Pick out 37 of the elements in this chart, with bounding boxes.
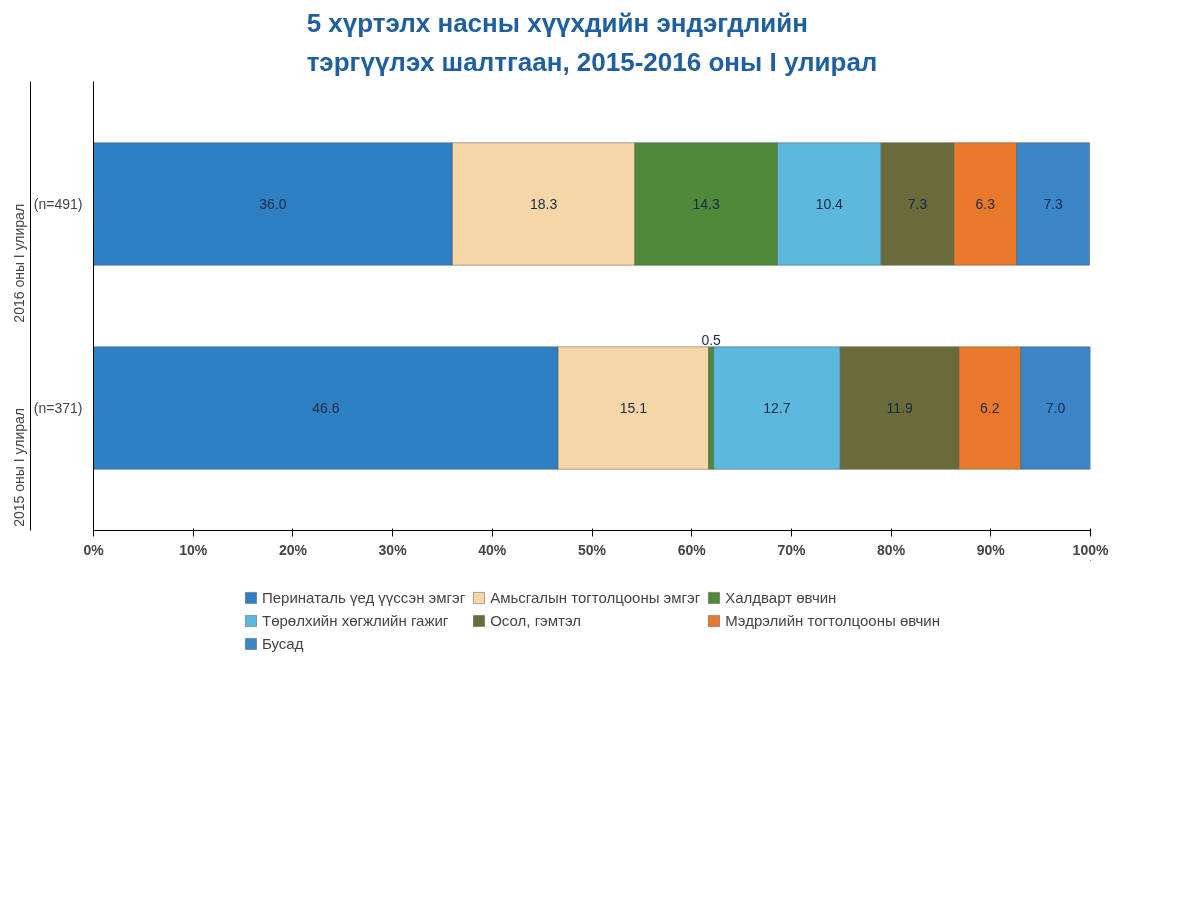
x-tick-label: 100% bbox=[1072, 541, 1109, 558]
text: (n=371) bbox=[33, 400, 83, 417]
legend-label: Төрөлхийн хөгжлийн гажиг bbox=[261, 611, 449, 629]
legend-label: Осол, гэмтэл bbox=[490, 611, 582, 629]
y-tick-label: 2015 оны I улирал bbox=[11, 408, 28, 527]
data-label: 7.3 bbox=[1043, 195, 1064, 212]
data-label: 12.7 bbox=[763, 400, 791, 417]
data-label: 36.0 bbox=[259, 195, 287, 212]
x-tick-label: 60% bbox=[677, 541, 707, 558]
data-label: 6.3 bbox=[975, 195, 996, 212]
y-tick-label: 2016 оны I улирал bbox=[11, 203, 28, 323]
x-tick-label: 20% bbox=[278, 541, 308, 558]
data-label: 18.3 bbox=[530, 195, 558, 212]
data-label: 7.0 bbox=[1045, 400, 1066, 417]
data-label: 46.6 bbox=[312, 400, 340, 417]
x-tick-label: 30% bbox=[378, 541, 408, 558]
x-tick-label: 0% bbox=[83, 541, 105, 558]
x-tick-label: 50% bbox=[577, 541, 607, 558]
data-label: 15.1 bbox=[619, 400, 648, 417]
data-label: 14.3 bbox=[692, 195, 720, 212]
legend-label: Мэдрэлийн тогтолцооны өвчин bbox=[725, 611, 941, 629]
text: (n=491) bbox=[33, 195, 83, 212]
data-label: 11.9 bbox=[886, 400, 913, 417]
legend-label: Амьсгалын тогтолцооны эмгэг bbox=[490, 588, 701, 606]
data-label: 7.3 bbox=[907, 195, 928, 212]
x-tick-label: 40% bbox=[478, 541, 507, 558]
x-tick-label: 90% bbox=[976, 541, 1006, 558]
x-tick-label: 70% bbox=[777, 541, 806, 558]
legend-label: Перинаталь үед үүссэн эмгэг bbox=[261, 588, 466, 606]
x-tick-label: 80% bbox=[877, 541, 906, 558]
data-label: 0.5 bbox=[701, 331, 722, 348]
legend-label: Бусад bbox=[261, 634, 304, 652]
chart-title: 5 хүртэлх насны хүүхдийн эндэгдлийн тэргүүлэх шалтгаан, 2015-2016 оны I улирал bbox=[306, 7, 878, 77]
x-tick-label: 10% bbox=[179, 541, 208, 558]
data-label: 6.2 bbox=[980, 400, 1000, 417]
data-label: 10.4 bbox=[815, 195, 844, 212]
legend-label: Халдварт өвчин bbox=[725, 588, 837, 606]
